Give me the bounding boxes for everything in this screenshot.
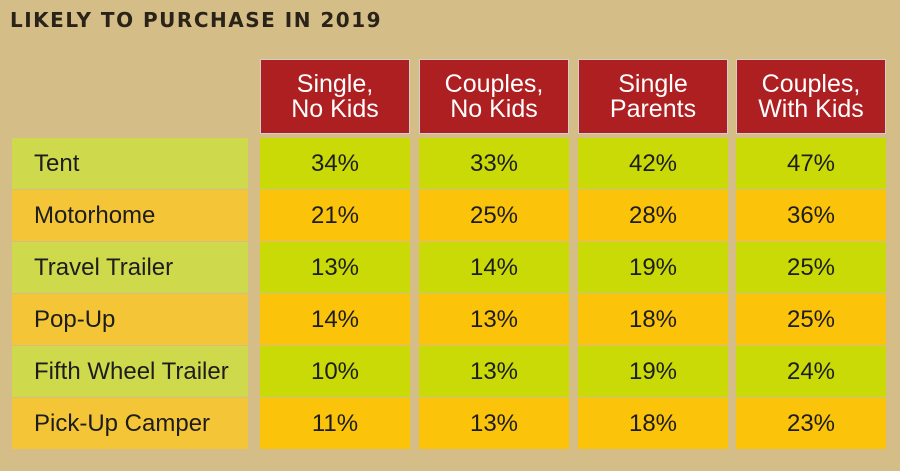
column-header-couples-no-kids: Couples, No Kids xyxy=(419,59,569,134)
column-header-couples-with-kids: Couples, With Kids xyxy=(736,59,886,134)
table-cell: 36% xyxy=(736,190,886,241)
table-cell: 23% xyxy=(736,398,886,449)
table-cell: 10% xyxy=(260,346,410,397)
table-cell: 25% xyxy=(736,242,886,293)
row-label: Tent xyxy=(12,138,248,189)
table-cell: 24% xyxy=(736,346,886,397)
row-label: Motorhome xyxy=(12,190,248,241)
table-cell: 21% xyxy=(260,190,410,241)
table-cell: 18% xyxy=(578,294,728,345)
table-cell: 25% xyxy=(419,190,569,241)
table-cell: 47% xyxy=(736,138,886,189)
table-cell: 14% xyxy=(260,294,410,345)
table-cell: 13% xyxy=(419,294,569,345)
table-cell: 13% xyxy=(260,242,410,293)
table-cell: 18% xyxy=(578,398,728,449)
table-cell: 14% xyxy=(419,242,569,293)
column-header-single-parents: Single Parents xyxy=(578,59,728,134)
table-cell: 34% xyxy=(260,138,410,189)
table-cell: 13% xyxy=(419,398,569,449)
chart-title: LIKELY TO PURCHASE IN 2019 xyxy=(10,8,383,32)
row-label: Pop-Up xyxy=(12,294,248,345)
column-header-single-no-kids: Single, No Kids xyxy=(260,59,410,134)
table-cell: 25% xyxy=(736,294,886,345)
table-cell: 42% xyxy=(578,138,728,189)
table-cell: 28% xyxy=(578,190,728,241)
table-cell: 19% xyxy=(578,242,728,293)
row-label: Pick-Up Camper xyxy=(12,398,248,449)
table-cell: 19% xyxy=(578,346,728,397)
table-cell: 11% xyxy=(260,398,410,449)
row-label: Travel Trailer xyxy=(12,242,248,293)
table-cell: 13% xyxy=(419,346,569,397)
row-label: Fifth Wheel Trailer xyxy=(12,346,248,397)
table-cell: 33% xyxy=(419,138,569,189)
